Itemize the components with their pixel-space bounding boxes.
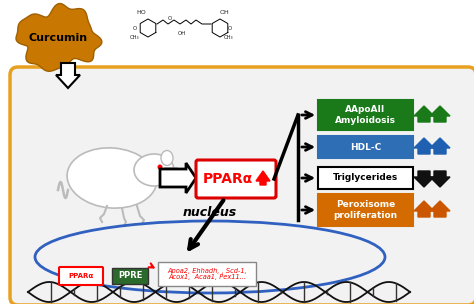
FancyBboxPatch shape: [10, 67, 474, 304]
Text: O: O: [228, 26, 232, 31]
Text: OH: OH: [220, 10, 230, 15]
Polygon shape: [256, 171, 270, 185]
Text: Triglycerides: Triglycerides: [333, 174, 398, 182]
FancyBboxPatch shape: [59, 267, 103, 285]
Text: PPARα: PPARα: [203, 172, 253, 186]
Polygon shape: [430, 171, 450, 187]
FancyBboxPatch shape: [318, 100, 413, 130]
Text: O: O: [133, 26, 137, 31]
Text: Curcumin: Curcumin: [28, 33, 88, 43]
Polygon shape: [160, 163, 196, 193]
Ellipse shape: [67, 148, 157, 208]
Text: OH: OH: [178, 31, 186, 36]
Polygon shape: [414, 106, 434, 122]
Ellipse shape: [171, 168, 175, 171]
Text: HO: HO: [136, 10, 146, 15]
Polygon shape: [430, 106, 450, 122]
Text: O: O: [168, 16, 172, 21]
FancyBboxPatch shape: [196, 160, 276, 198]
Text: AApoAII
Amyloidosis: AApoAII Amyloidosis: [335, 105, 396, 125]
Text: Peroxisome
proliferation: Peroxisome proliferation: [333, 200, 398, 220]
Text: CH₃: CH₃: [130, 35, 140, 40]
FancyBboxPatch shape: [318, 136, 413, 158]
Polygon shape: [414, 171, 434, 187]
Ellipse shape: [134, 154, 174, 186]
Text: Apoa2, Ehhadh, , Scd-1,
Acox1,  Acaa1, Pex11...: Apoa2, Ehhadh, , Scd-1, Acox1, Acaa1, Pe…: [167, 268, 247, 281]
Text: HDL-C: HDL-C: [350, 143, 381, 151]
FancyBboxPatch shape: [318, 194, 413, 226]
Polygon shape: [430, 138, 450, 154]
Polygon shape: [414, 138, 434, 154]
FancyBboxPatch shape: [158, 262, 256, 286]
FancyBboxPatch shape: [318, 167, 413, 189]
Text: nucleus: nucleus: [183, 206, 237, 219]
Polygon shape: [430, 201, 450, 217]
Text: PPARα: PPARα: [68, 273, 94, 279]
Polygon shape: [414, 201, 434, 217]
Ellipse shape: [161, 150, 173, 165]
Polygon shape: [56, 63, 80, 88]
Circle shape: [157, 164, 163, 170]
Text: CH₃: CH₃: [224, 35, 234, 40]
FancyBboxPatch shape: [112, 268, 148, 284]
Polygon shape: [16, 3, 102, 71]
Text: PPRE: PPRE: [118, 271, 142, 281]
